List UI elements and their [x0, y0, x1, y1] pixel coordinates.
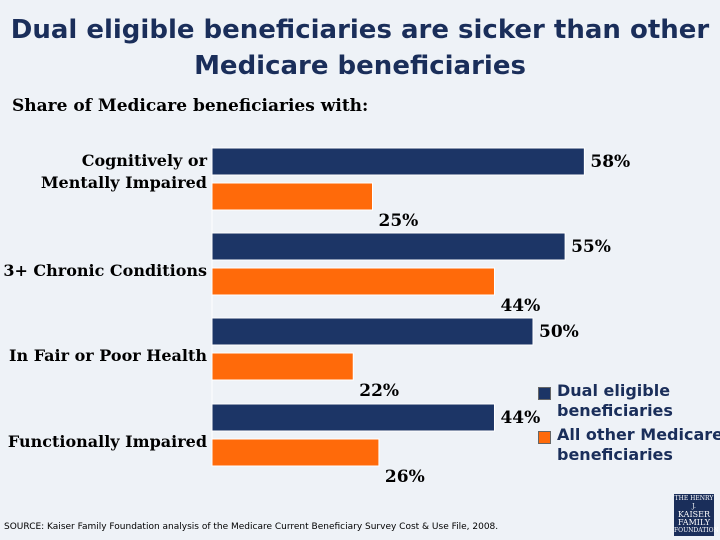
source-note: SOURCE: Kaiser Family Foundation analysi…: [4, 522, 499, 532]
legend: Dual eligible beneficiaries All other Me…: [538, 381, 720, 469]
bar-3-0: [211, 403, 495, 432]
category-label-1-0: 3+ Chronic Conditions: [3, 261, 207, 280]
legend-item-dual: Dual eligible beneficiaries: [538, 381, 720, 421]
bar-2-1: [211, 352, 354, 381]
category-label-0-1: Mentally Impaired: [41, 173, 207, 192]
legend-label-dual: Dual eligible beneficiaries: [557, 381, 673, 420]
data-label-0-0: 58%: [590, 152, 630, 172]
bar-0-1: [211, 182, 373, 211]
logo-line-1: THE HENRY J.: [674, 495, 714, 510]
category-label-2-0: In Fair or Poor Health: [9, 346, 207, 365]
category-label-3-0: Functionally Impaired: [8, 432, 207, 451]
bar-2-0: [211, 317, 534, 346]
data-label-2-1: 22%: [359, 381, 399, 401]
legend-swatch-other: [538, 431, 551, 444]
data-label-3-1: 26%: [385, 467, 425, 487]
data-label-1-1: 44%: [500, 296, 540, 316]
bar-1-1: [211, 267, 495, 296]
logo-line-3: FAMILY: [677, 518, 711, 527]
legend-label-other: All other Medicare beneficiaries: [557, 425, 720, 464]
bar-3-1: [211, 438, 380, 467]
logo-line-2: KAISER: [678, 510, 710, 519]
chart-subtitle: Share of Medicare beneficiaries with:: [12, 96, 369, 116]
data-label-0-1: 25%: [379, 211, 419, 231]
chart-title: Dual eligible beneficiaries are sicker t…: [10, 15, 710, 81]
data-label-3-0: 44%: [500, 408, 540, 428]
data-label-2-0: 50%: [539, 322, 579, 342]
bar-1-0: [211, 232, 566, 261]
logo-line-4: FOUNDATION: [674, 527, 719, 534]
kaiser-logo: THE HENRY J. KAISER FAMILY FOUNDATION: [674, 494, 719, 536]
data-label-1-0: 55%: [571, 237, 611, 257]
category-label-0-0: Cognitively or: [82, 151, 208, 170]
bar-0-0: [211, 147, 585, 176]
legend-swatch-dual: [538, 387, 551, 400]
legend-item-other: All other Medicare beneficiaries: [538, 425, 720, 465]
